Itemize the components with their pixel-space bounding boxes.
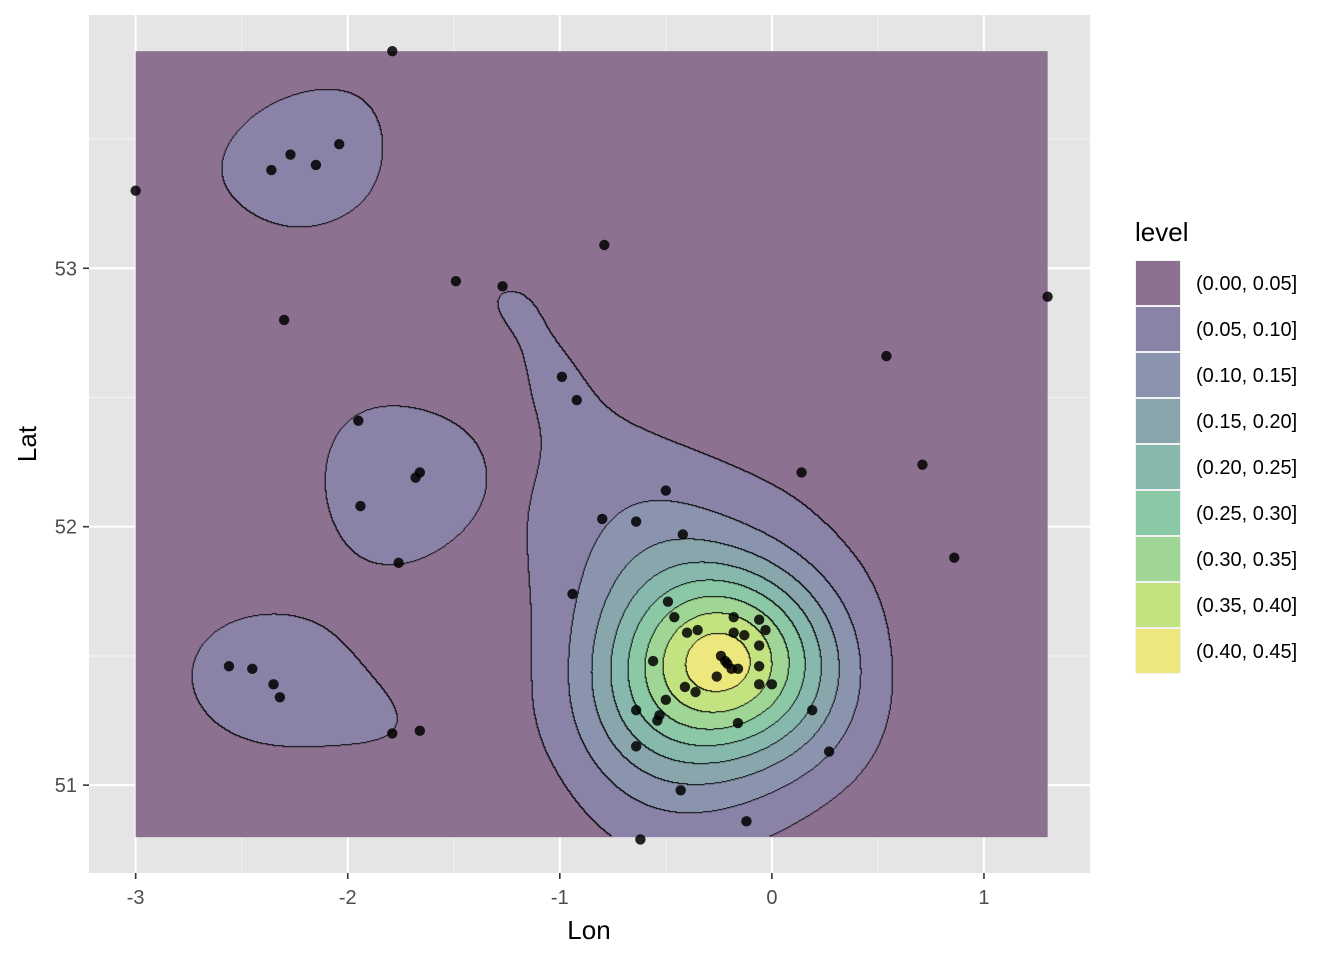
data-point <box>726 663 737 675</box>
legend-entry-label: (0.00, 0.05] <box>1196 273 1297 295</box>
data-point <box>662 596 674 607</box>
data-point <box>285 149 296 160</box>
data-point <box>130 185 141 196</box>
data-point <box>677 529 689 540</box>
data-point <box>410 472 421 483</box>
data-point <box>247 663 258 675</box>
data-point <box>630 741 642 752</box>
data-point <box>647 655 659 667</box>
data-point <box>274 692 286 703</box>
data-point <box>675 785 686 796</box>
x-tick-label: -3 <box>127 887 145 909</box>
data-point <box>660 694 672 706</box>
data-point <box>796 467 807 478</box>
data-point <box>597 513 608 525</box>
x-tick-label: -1 <box>551 887 569 909</box>
data-point <box>917 459 928 470</box>
data-point <box>266 164 277 176</box>
legend-swatch <box>1136 537 1180 581</box>
y-tick-label: 52 <box>55 517 77 539</box>
data-point <box>741 816 752 827</box>
data-point <box>414 725 426 737</box>
data-point <box>690 686 701 698</box>
data-point <box>766 679 778 690</box>
legend-entry-label: (0.40, 0.45] <box>1196 641 1297 663</box>
legend-swatch <box>1136 399 1180 443</box>
data-point <box>393 557 404 569</box>
y-axis-title: Lat <box>12 425 42 462</box>
data-point <box>732 717 744 729</box>
x-tick-label: 0 <box>766 887 777 909</box>
y-axis: 51 52 53 <box>55 258 89 797</box>
data-point <box>387 45 398 57</box>
data-point <box>223 661 235 672</box>
data-point <box>268 679 279 690</box>
y-tick-label: 53 <box>55 258 77 280</box>
data-point <box>355 500 366 512</box>
legend-swatch <box>1136 307 1180 351</box>
data-point <box>753 640 765 651</box>
legend-entry-label: (0.05, 0.10] <box>1196 319 1297 341</box>
data-point <box>669 611 680 623</box>
legend-entry-label: (0.30, 0.35] <box>1196 549 1297 571</box>
data-point <box>881 350 892 362</box>
data-point <box>739 630 750 641</box>
data-point <box>728 611 739 623</box>
data-point <box>652 715 663 726</box>
legend-title: level <box>1135 217 1188 247</box>
data-point <box>728 627 739 638</box>
data-points <box>130 45 1053 845</box>
legend-swatch <box>1136 261 1180 305</box>
legend-swatch <box>1136 445 1180 489</box>
data-point <box>660 485 672 496</box>
density-bands <box>135 51 1048 838</box>
data-point <box>310 159 322 171</box>
data-point <box>630 516 642 527</box>
data-point <box>806 704 818 716</box>
data-point <box>556 371 568 383</box>
data-point <box>753 614 765 625</box>
data-point <box>753 661 765 672</box>
data-point <box>692 624 703 636</box>
density-fill-layer <box>135 51 1048 838</box>
data-point <box>760 624 771 636</box>
legend-swatch <box>1136 491 1180 535</box>
legend-entry-label: (0.10, 0.15] <box>1196 365 1297 387</box>
y-tick-label: 51 <box>55 775 77 797</box>
legend-entry-label: (0.20, 0.25] <box>1196 457 1297 479</box>
data-point <box>567 588 578 600</box>
data-point <box>753 679 765 690</box>
data-point <box>1042 291 1053 302</box>
data-point <box>387 728 398 739</box>
legend-entry-label: (0.15, 0.20] <box>1196 411 1297 433</box>
data-point <box>679 681 691 693</box>
data-point <box>450 275 462 287</box>
legend-entry-label: (0.25, 0.30] <box>1196 503 1297 525</box>
x-tick-label: -2 <box>339 887 357 909</box>
legend-swatch <box>1136 629 1180 673</box>
data-point <box>711 671 722 682</box>
data-point <box>497 281 508 292</box>
x-tick-label: 1 <box>978 887 989 909</box>
data-point <box>630 704 642 716</box>
data-point <box>353 415 364 426</box>
data-point <box>681 627 693 638</box>
legend: level (0.00, 0.05] (0.05, 0.10] (0.10, 0.1… <box>1135 217 1297 674</box>
data-point <box>949 552 960 563</box>
legend-swatch <box>1136 583 1180 627</box>
data-point <box>334 139 345 150</box>
data-point <box>599 239 610 251</box>
x-axis-title: Lon <box>567 915 610 945</box>
data-point <box>823 746 835 757</box>
legend-swatch <box>1136 353 1180 397</box>
legend-entry-label: (0.35, 0.40] <box>1196 595 1297 617</box>
data-point <box>571 394 582 406</box>
data-point <box>635 834 646 845</box>
data-point <box>278 314 290 326</box>
x-axis: -3 -2 -1 0 1 <box>127 873 990 909</box>
